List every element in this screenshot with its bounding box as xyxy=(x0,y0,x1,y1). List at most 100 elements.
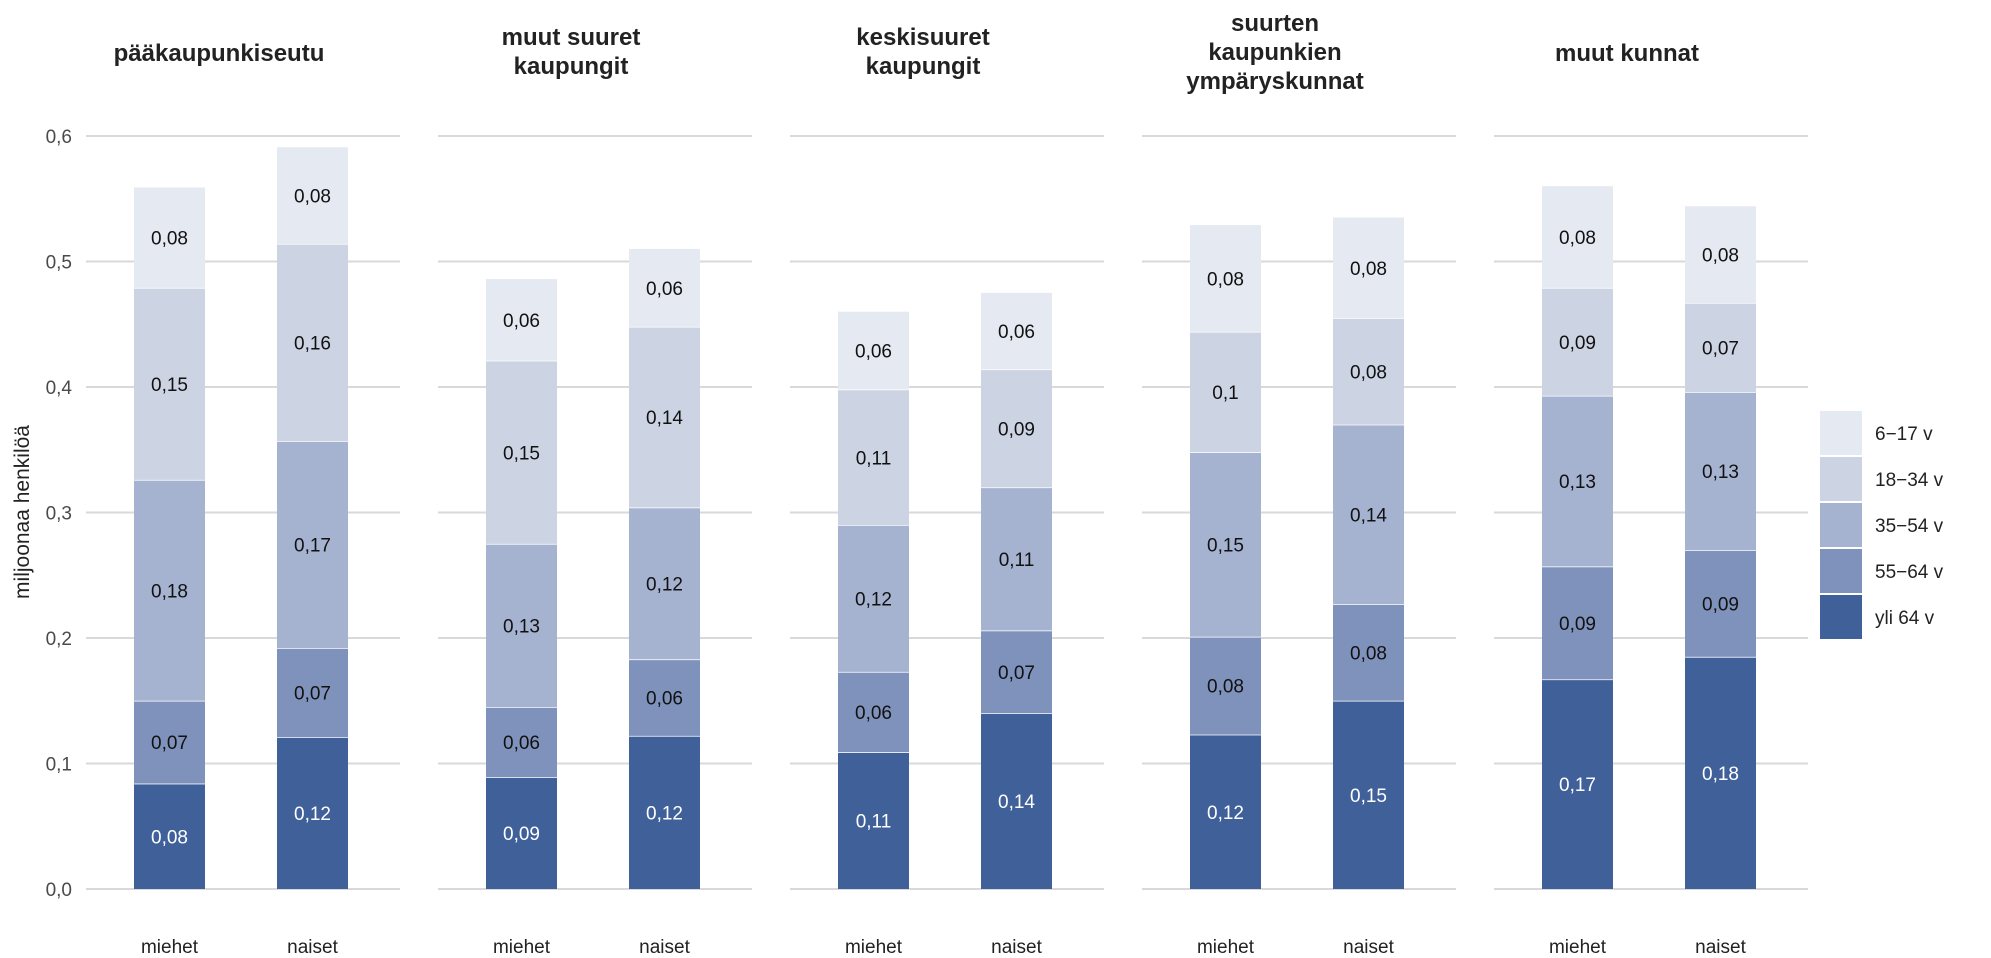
legend-label: 35−54 v xyxy=(1875,516,1944,537)
x-tick-label: miehet xyxy=(493,937,551,958)
y-tick-label: 0,2 xyxy=(46,629,72,650)
data-label: 0,14 xyxy=(998,792,1035,813)
data-label: 0,1 xyxy=(1212,383,1238,404)
bar-segment xyxy=(1685,656,1756,889)
y-tick-label: 0,4 xyxy=(46,378,73,399)
panel-title: pääkaupunkiseutu xyxy=(114,40,325,67)
y-axis-title: miljoonaa henkilöä xyxy=(11,425,34,599)
bar-segment xyxy=(277,737,348,889)
panel-title: muut suuret xyxy=(502,24,641,51)
y-tick-label: 0,6 xyxy=(46,127,72,148)
data-label: 0,07 xyxy=(1702,338,1739,359)
x-tick-label: miehet xyxy=(1549,937,1607,958)
bars xyxy=(134,147,1756,889)
bar-segment xyxy=(1542,395,1613,567)
axes: 0,0 0,1 0,2 0,3 0,4 0,5 0,6 miljoonaa henkilöä m… xyxy=(11,127,1747,958)
bar-segment xyxy=(981,292,1052,370)
bar-segment xyxy=(486,360,557,544)
data-label: 0,11 xyxy=(856,812,892,833)
data-label: 0,07 xyxy=(151,733,188,754)
bar-segment xyxy=(629,659,700,736)
data-label: 0,16 xyxy=(294,333,331,354)
legend-label: 55−64 v xyxy=(1875,562,1944,583)
panel-title: suurten xyxy=(1231,10,1319,37)
bar-segment xyxy=(981,713,1052,889)
bar-segment xyxy=(838,525,909,672)
bar-segment xyxy=(838,671,909,753)
bar-segment xyxy=(277,440,348,649)
x-tick-label: miehet xyxy=(845,937,903,958)
bar-segment xyxy=(134,479,205,701)
bar-segment xyxy=(1190,331,1261,453)
value-labels: 0,08 0,07 0,18 0,15 0,08 0,12 0,07 0,17 0,16 0,08… xyxy=(151,187,1739,849)
data-label: 0,17 xyxy=(294,536,331,557)
panel-title: ympäryskunnat xyxy=(1186,68,1363,95)
data-label: 0,09 xyxy=(998,419,1035,440)
data-label: 0,13 xyxy=(503,616,540,637)
data-label: 0,08 xyxy=(151,827,188,848)
bar-segment xyxy=(277,147,348,244)
legend-label: 18−34 v xyxy=(1875,470,1944,491)
bar-segment xyxy=(486,777,557,889)
y-tick-label: 0,1 xyxy=(46,755,72,776)
legend-swatch xyxy=(1820,549,1862,593)
data-label: 0,14 xyxy=(1350,505,1387,526)
data-label: 0,06 xyxy=(646,689,683,710)
data-label: 0,08 xyxy=(151,229,188,250)
x-tick-label: naiset xyxy=(639,937,690,958)
data-label: 0,06 xyxy=(998,322,1035,343)
legend-swatch xyxy=(1820,457,1862,501)
bar-segment xyxy=(1685,302,1756,393)
x-tick-label: naiset xyxy=(1343,937,1394,958)
data-label: 0,08 xyxy=(1207,677,1244,698)
bar-segment xyxy=(1190,452,1261,637)
bar-segment xyxy=(486,543,557,708)
data-label: 0,08 xyxy=(1207,269,1244,290)
legend: 6−17 v 18−34 v 35−54 v 55−64 v yli 64 v xyxy=(1820,411,1944,639)
bar-segment xyxy=(838,752,909,889)
bar-segment xyxy=(1190,225,1261,332)
bar-segment xyxy=(1685,206,1756,303)
y-tick-label: 0,5 xyxy=(46,253,72,274)
bar-segment xyxy=(134,287,205,480)
bar-segment xyxy=(629,507,700,660)
bar-segment xyxy=(981,369,1052,488)
data-label: 0,06 xyxy=(855,342,892,363)
data-label: 0,06 xyxy=(503,733,540,754)
bar-segment xyxy=(134,187,205,288)
data-label: 0,11 xyxy=(999,550,1035,571)
data-label: 0,12 xyxy=(294,804,331,825)
data-label: 0,08 xyxy=(1350,643,1387,664)
bar-segment xyxy=(1333,424,1404,605)
data-label: 0,08 xyxy=(1559,228,1596,249)
bar-segment xyxy=(486,279,557,361)
bar-segment xyxy=(1333,700,1404,889)
bar-segment xyxy=(1685,392,1756,551)
bar-segment xyxy=(629,735,700,889)
bar-segment xyxy=(1333,317,1404,425)
data-label: 0,13 xyxy=(1559,472,1596,493)
bar-segment xyxy=(1333,217,1404,318)
data-label: 0,08 xyxy=(294,187,331,208)
bar-segment xyxy=(1542,287,1613,396)
legend-label: yli 64 v xyxy=(1875,608,1935,629)
data-label: 0,15 xyxy=(151,375,188,396)
legend-swatch xyxy=(1820,411,1862,455)
data-label: 0,12 xyxy=(646,803,683,824)
legend-swatch xyxy=(1820,595,1862,639)
bar-segment xyxy=(486,707,557,778)
y-tick-label: 0,0 xyxy=(46,880,72,901)
data-label: 0,12 xyxy=(1207,803,1244,824)
panel-title: keskisuuret xyxy=(856,24,989,51)
data-label: 0,08 xyxy=(1702,246,1739,267)
x-tick-label: naiset xyxy=(1695,937,1746,958)
bar-segment xyxy=(981,630,1052,714)
data-label: 0,17 xyxy=(1559,775,1596,796)
x-tick-label: miehet xyxy=(141,937,199,958)
bar-segment xyxy=(277,243,348,441)
bar-segment xyxy=(629,326,700,508)
data-label: 0,09 xyxy=(1559,333,1596,354)
